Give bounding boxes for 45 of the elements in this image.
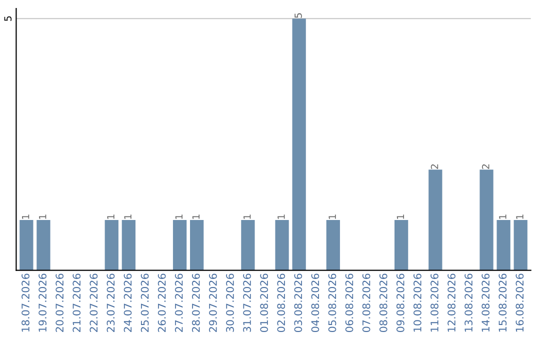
data-label: 1: [396, 214, 404, 219]
x-tick-label: 13.08.2026: [464, 274, 472, 332]
x-tick-label: 16.08.2026: [516, 274, 524, 332]
data-label: 1: [124, 214, 132, 219]
x-tick-label: 28.07.2026: [192, 274, 200, 332]
x-tick-label: 15.08.2026: [498, 274, 507, 332]
x-tick-label: 10.08.2026: [413, 274, 422, 332]
data-label: 2: [482, 164, 490, 169]
x-tick-label: 22.07.2026: [90, 274, 98, 332]
x-tick-label: 08.08.2026: [379, 274, 388, 332]
x-tick-label: 11.08.2026: [430, 274, 438, 332]
data-label: 1: [328, 214, 336, 219]
x-tick-label: 04.08.2026: [311, 274, 320, 332]
data-label: 1: [244, 214, 251, 219]
data-label: 2: [430, 164, 438, 169]
x-tick-label: 12.08.2026: [448, 274, 456, 332]
x-tick-label: 27.07.2026: [174, 274, 183, 332]
data-label: 1: [516, 214, 524, 219]
x-tick-label: 31.07.2026: [243, 274, 251, 332]
data-label: 1: [499, 214, 506, 219]
data-label: 5: [294, 13, 302, 18]
x-tick-label: 03.08.2026: [294, 274, 302, 332]
data-label: 1: [192, 214, 200, 219]
x-tick-label: 29.07.2026: [209, 274, 217, 332]
x-tick-label: 14.08.2026: [482, 274, 490, 332]
x-tick-label: 21.07.2026: [72, 274, 81, 332]
data-label: 1: [22, 214, 30, 219]
x-tick-label: 26.07.2026: [158, 274, 166, 332]
x-tick-label: 18.07.2026: [22, 274, 30, 332]
x-tick-label: 02.08.2026: [277, 274, 286, 332]
x-tick-label: 06.08.2026: [345, 274, 354, 332]
data-label: 1: [278, 214, 285, 219]
x-tick-label: 01.08.2026: [260, 274, 268, 332]
data-label: 1: [107, 214, 114, 219]
data-label: 1: [39, 214, 46, 219]
x-tick-label: 09.08.2026: [396, 274, 404, 332]
x-tick-label: 07.08.2026: [362, 274, 370, 332]
x-tick-label: 19.07.2026: [38, 274, 46, 332]
x-tick-label: 23.07.2026: [106, 274, 115, 332]
x-tick-label: 25.07.2026: [140, 274, 149, 332]
x-tick-label: 30.07.2026: [226, 274, 234, 332]
x-tick-label: 24.07.2026: [124, 274, 132, 332]
x-tick-label: 20.07.2026: [56, 274, 64, 332]
x-tick-label: 05.08.2026: [328, 274, 336, 332]
data-label: 1: [175, 214, 182, 219]
